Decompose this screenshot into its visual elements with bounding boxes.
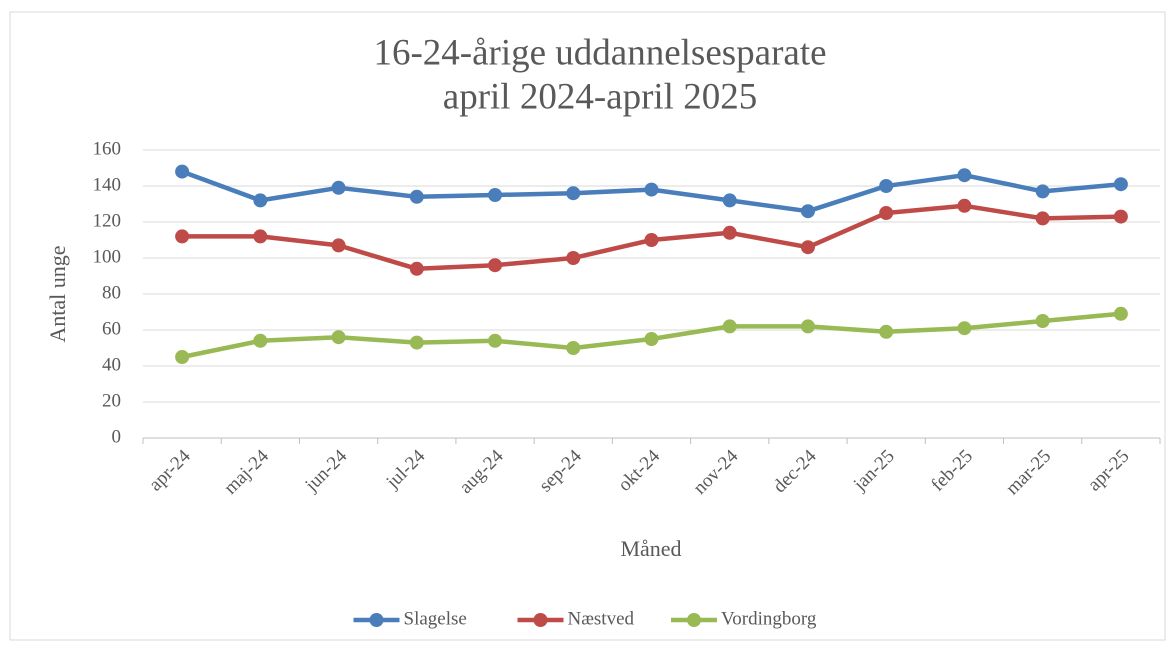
data-point [253, 193, 268, 208]
data-point [644, 332, 659, 346]
data-point [957, 198, 972, 213]
data-point [488, 188, 503, 202]
data-point [1113, 209, 1128, 224]
data-point [1035, 211, 1050, 226]
data-point [409, 189, 424, 204]
data-point [644, 182, 659, 197]
data-point [331, 330, 346, 345]
data-point [488, 333, 503, 348]
y-tick-label: 60 [102, 318, 121, 339]
y-tick-label: 120 [93, 210, 122, 231]
data-point [957, 321, 972, 336]
y-tick-label: 0 [112, 426, 122, 447]
data-point [800, 319, 815, 334]
y-tick-label: 160 [93, 138, 122, 159]
y-tick-label: 80 [102, 282, 121, 303]
y-axis-label: Antal unge [45, 245, 70, 342]
data-point [566, 251, 581, 265]
data-point [879, 206, 894, 220]
legend-marker [369, 613, 384, 627]
data-point [488, 258, 503, 273]
data-point [1035, 184, 1050, 199]
data-point [1113, 306, 1128, 321]
y-tick-label: 20 [102, 390, 121, 411]
data-point [722, 225, 737, 240]
data-point [331, 238, 346, 253]
data-point [175, 229, 190, 244]
data-point [879, 179, 894, 193]
legend-label: Slagelse [404, 608, 467, 629]
data-point [1113, 177, 1128, 192]
y-tick-label: 100 [93, 246, 122, 267]
data-point [644, 233, 659, 247]
legend-marker [533, 613, 548, 627]
data-point [175, 164, 190, 179]
data-point [566, 341, 581, 355]
data-point [253, 229, 268, 244]
data-point [1035, 314, 1050, 328]
chart-title: 16-24-årige uddannelsesparate [373, 32, 826, 73]
data-point [566, 186, 581, 201]
x-axis-label: Måned [620, 536, 681, 561]
data-point [879, 324, 894, 339]
data-point [331, 180, 346, 195]
legend-marker [687, 613, 701, 627]
legend-label: Vordingborg [721, 608, 817, 629]
data-point [175, 350, 190, 364]
data-point [800, 240, 815, 255]
data-point [253, 333, 268, 348]
data-point [722, 193, 737, 208]
legend-label: Næstved [568, 608, 635, 629]
y-tick-label: 140 [93, 174, 122, 195]
data-point [409, 335, 424, 350]
data-point [722, 319, 737, 334]
data-point [409, 261, 424, 276]
data-point [957, 168, 972, 183]
data-point [800, 204, 815, 219]
chart-subtitle: april 2024-april 2025 [443, 76, 757, 117]
y-tick-label: 40 [102, 354, 121, 375]
